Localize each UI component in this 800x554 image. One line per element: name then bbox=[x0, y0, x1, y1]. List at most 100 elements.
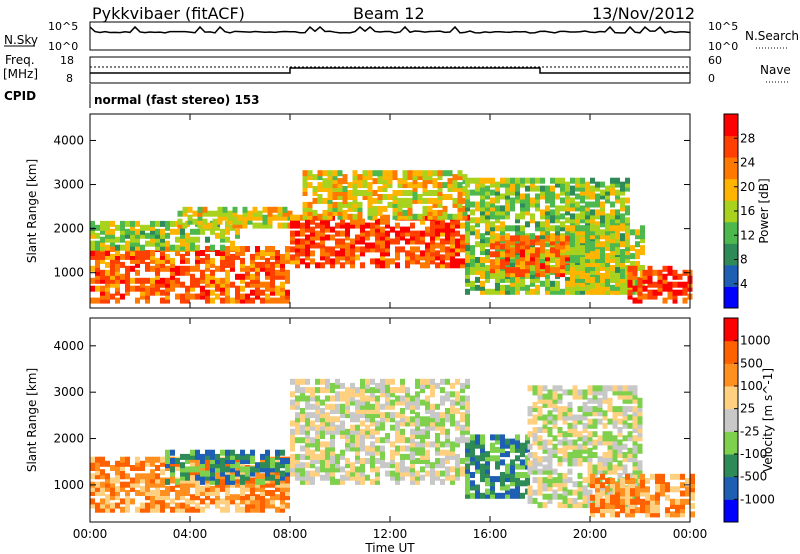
data-cell bbox=[320, 218, 325, 225]
data-cell bbox=[300, 437, 305, 444]
data-cell bbox=[582, 477, 588, 484]
data-cell bbox=[155, 257, 160, 264]
data-cell bbox=[310, 226, 315, 233]
data-cell bbox=[400, 462, 405, 469]
data-cell bbox=[170, 261, 175, 268]
data-cell bbox=[637, 414, 643, 421]
data-cell bbox=[450, 408, 455, 414]
data-cell bbox=[360, 226, 365, 233]
data-cell bbox=[220, 277, 225, 284]
data-cell bbox=[527, 485, 533, 492]
data-cell bbox=[235, 273, 240, 280]
data-cell bbox=[425, 441, 430, 448]
data-cell bbox=[480, 434, 485, 441]
data-cell bbox=[195, 281, 200, 288]
data-cell bbox=[475, 284, 480, 291]
data-cell bbox=[225, 246, 230, 252]
data-cell bbox=[270, 481, 275, 488]
data-cell bbox=[250, 257, 255, 264]
data-cell bbox=[535, 247, 540, 254]
data-cell bbox=[155, 502, 160, 509]
data-cell bbox=[415, 441, 420, 448]
data-cell bbox=[340, 222, 345, 229]
data-cell bbox=[390, 258, 395, 265]
data-cell bbox=[105, 261, 110, 268]
data-cell bbox=[302, 186, 308, 192]
data-cell bbox=[430, 391, 435, 398]
data-cell bbox=[90, 473, 95, 480]
data-cell bbox=[490, 201, 495, 208]
data-cell bbox=[375, 420, 380, 427]
data-cell bbox=[335, 395, 340, 402]
data-cell bbox=[505, 181, 510, 188]
data-cell bbox=[437, 182, 443, 189]
data-cell bbox=[545, 217, 550, 224]
data-cell bbox=[465, 395, 470, 402]
data-cell bbox=[600, 233, 605, 240]
data-cell bbox=[460, 246, 465, 253]
data-cell bbox=[110, 277, 115, 284]
data-cell bbox=[620, 288, 625, 295]
data-cell bbox=[480, 217, 485, 224]
data-cell bbox=[400, 387, 405, 394]
data-cell bbox=[620, 261, 625, 267]
data-cell bbox=[505, 488, 510, 495]
data-cell bbox=[605, 253, 610, 260]
data-cell bbox=[302, 174, 308, 181]
data-cell bbox=[145, 460, 150, 467]
data-cell bbox=[225, 474, 230, 481]
data-cell bbox=[570, 225, 575, 232]
data-cell bbox=[295, 395, 300, 402]
data-cell bbox=[490, 205, 495, 212]
data-cell bbox=[505, 267, 510, 274]
data-cell bbox=[637, 285, 643, 292]
data-cell bbox=[510, 177, 515, 184]
data-cell bbox=[270, 246, 275, 252]
data-cell bbox=[95, 460, 100, 467]
data-cell bbox=[412, 213, 418, 220]
data-cell bbox=[280, 458, 285, 464]
data-cell bbox=[612, 447, 618, 454]
data-cell bbox=[115, 250, 120, 256]
data-cell bbox=[300, 246, 305, 253]
data-cell bbox=[175, 281, 180, 288]
data-cell bbox=[340, 246, 345, 253]
data-cell bbox=[280, 253, 285, 260]
data-cell bbox=[600, 284, 605, 291]
data-cell bbox=[340, 424, 345, 431]
data-cell bbox=[665, 511, 670, 518]
data-cell bbox=[285, 458, 290, 464]
data-cell bbox=[380, 420, 385, 427]
data-cell bbox=[452, 178, 458, 185]
data-cell bbox=[280, 494, 285, 501]
data-cell bbox=[535, 255, 540, 262]
data-cell bbox=[607, 443, 613, 450]
data-cell bbox=[490, 197, 495, 204]
data-cell bbox=[345, 412, 350, 419]
data-cell bbox=[160, 502, 165, 509]
data-cell bbox=[185, 250, 190, 256]
data-cell bbox=[265, 449, 270, 456]
data-cell bbox=[140, 277, 145, 284]
data-cell bbox=[200, 490, 205, 496]
data-cell bbox=[160, 498, 165, 505]
data-cell bbox=[310, 478, 315, 485]
data-cell bbox=[395, 387, 400, 394]
data-cell bbox=[572, 422, 578, 429]
data-cell bbox=[140, 285, 145, 292]
data-cell bbox=[215, 285, 220, 292]
data-cell bbox=[615, 221, 620, 228]
data-cell bbox=[265, 265, 270, 272]
data-cell bbox=[217, 210, 223, 217]
data-cell bbox=[590, 288, 595, 295]
data-cell bbox=[215, 458, 220, 464]
data-cell bbox=[602, 468, 608, 475]
data-cell bbox=[145, 485, 150, 492]
data-cell bbox=[620, 225, 625, 232]
data-cell bbox=[390, 453, 395, 460]
data-cell bbox=[515, 181, 520, 188]
data-cell bbox=[135, 244, 140, 251]
data-cell bbox=[305, 470, 310, 477]
data-cell bbox=[427, 213, 433, 220]
data-cell bbox=[475, 488, 480, 495]
